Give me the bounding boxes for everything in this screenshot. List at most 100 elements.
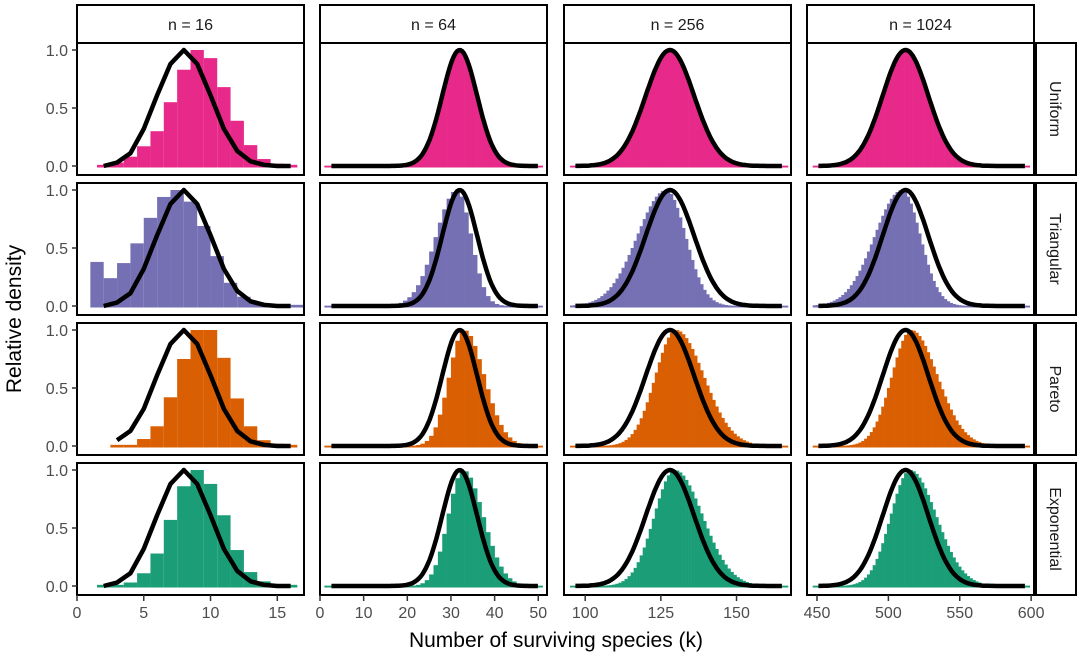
histogram-bar (964, 305, 968, 308)
histogram-bar (639, 555, 643, 588)
histogram-bar (700, 513, 704, 588)
histogram-bar (424, 145, 430, 168)
histogram-bar (855, 443, 859, 448)
histogram-bar (961, 160, 965, 168)
histogram-bar (636, 233, 640, 308)
x-tick-label: 0 (316, 605, 325, 622)
histogram-bar (875, 112, 879, 168)
histogram-bar (869, 244, 873, 308)
histogram-bar (624, 439, 628, 448)
histogram-bar (472, 488, 478, 588)
histogram-bar (691, 91, 695, 168)
histogram-bar (606, 445, 610, 448)
histogram-bar (420, 443, 426, 448)
histogram-bar (961, 305, 965, 308)
histogram-bar (872, 427, 876, 448)
y-tick-label: 0.5 (46, 381, 68, 398)
histogram-bar (437, 222, 443, 308)
histogram-bar (237, 296, 251, 308)
histogram-bar (633, 124, 637, 168)
panel-triangular-n16 (76, 182, 305, 316)
histogram-bar (878, 222, 882, 308)
histogram-bar (624, 143, 628, 168)
x-tick-label: 40 (486, 605, 504, 622)
panel-border (76, 182, 305, 316)
histogram-bar (633, 240, 637, 308)
histogram-bar (718, 303, 722, 308)
histogram-bar (846, 585, 851, 588)
histogram-bar (468, 477, 474, 588)
histogram-bar (852, 156, 856, 168)
histogram-bar (938, 128, 942, 168)
histogram-bar (630, 434, 634, 448)
panel-border (806, 322, 1035, 456)
histogram-bar (926, 95, 931, 168)
histogram-bar (621, 148, 625, 168)
histogram-bar (697, 362, 701, 448)
histogram-bar (712, 143, 716, 168)
histogram-bar (433, 427, 439, 448)
histogram-bar (190, 330, 204, 448)
histogram-bar (884, 86, 888, 168)
histogram-bar (666, 337, 671, 448)
histogram-bar (898, 485, 902, 588)
histogram-bar (660, 55, 665, 168)
histogram-bar (450, 192, 456, 308)
histogram-bar (688, 343, 692, 448)
histogram-bar (621, 581, 625, 588)
density-line (330, 327, 539, 449)
histogram-bar (858, 150, 862, 168)
density-line (330, 47, 539, 169)
histogram-bar (912, 57, 916, 168)
x-tick-label: 10 (355, 605, 373, 622)
histogram-bar (869, 570, 873, 588)
density-line (817, 467, 1026, 589)
histogram-bar (949, 150, 953, 168)
row-strip-label: Exponential (1046, 487, 1063, 571)
histogram-bar (433, 565, 439, 588)
y-tick-label: 0.5 (46, 101, 68, 118)
histogram-bar (944, 299, 948, 308)
histogram-bar (600, 445, 604, 448)
histogram-bar (163, 519, 178, 588)
histogram-bar (669, 194, 674, 308)
histogram-bar (477, 359, 482, 448)
histogram-bar (446, 377, 452, 448)
histogram-bar (812, 445, 816, 448)
histogram-bar (703, 377, 707, 448)
histogram-bar (909, 53, 913, 168)
panel-border (319, 322, 548, 456)
density-line (103, 187, 291, 309)
histogram-bar (170, 190, 184, 308)
histogram-bar (642, 547, 647, 588)
histogram-bar (727, 160, 731, 168)
histogram-bar (846, 160, 851, 168)
histogram-bar (609, 445, 613, 448)
histogram-bar (666, 50, 671, 168)
histogram-bar (935, 287, 939, 308)
histogram-bar (645, 538, 650, 588)
histogram-bar (675, 207, 680, 308)
histogram-bar (633, 567, 637, 588)
histogram-bar (875, 421, 879, 448)
density-line (574, 187, 783, 309)
histogram-bar (944, 140, 948, 168)
histogram-bar (918, 336, 922, 448)
histogram-bar (645, 91, 650, 168)
histogram-bar (630, 247, 634, 308)
histogram-bar (694, 269, 698, 308)
column-strip-label: n = 256 (651, 17, 705, 34)
histogram-bar (929, 273, 933, 308)
histogram-bar (481, 374, 487, 448)
histogram-bar (203, 330, 218, 448)
histogram-bar (455, 340, 460, 448)
histogram-bar (110, 162, 124, 168)
histogram-bar (642, 100, 647, 168)
histogram-bar (679, 60, 683, 168)
histogram-bar (464, 57, 469, 168)
histogram-bar (615, 583, 619, 588)
histogram-bar (932, 366, 936, 448)
histogram-bar (606, 161, 610, 168)
panel-border (319, 462, 548, 596)
histogram-bar (694, 498, 698, 588)
